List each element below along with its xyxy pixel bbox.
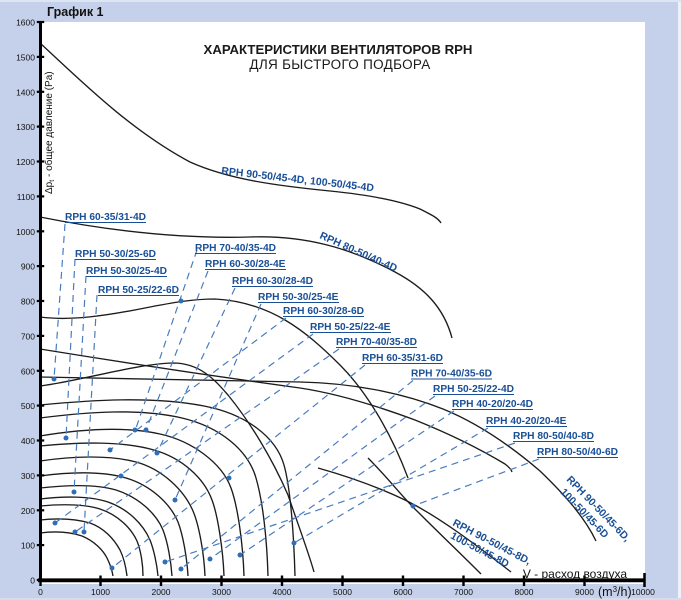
svg-text:900: 900 xyxy=(21,262,35,272)
svg-text:1500: 1500 xyxy=(16,52,35,62)
svg-text:8000: 8000 xyxy=(515,587,534,597)
svg-text:RPH 40-20/20-4D: RPH 40-20/20-4D xyxy=(452,399,533,410)
svg-text:RPH 50-25/22-4E: RPH 50-25/22-4E xyxy=(310,322,391,333)
svg-text:1600: 1600 xyxy=(16,18,35,28)
svg-text:1100: 1100 xyxy=(17,192,36,202)
svg-text:RPH 50-30/25-4E: RPH 50-30/25-4E xyxy=(258,292,339,303)
svg-text:100: 100 xyxy=(21,541,35,551)
svg-text:ДЛЯ БЫСТРОГО ПОДБОРА: ДЛЯ БЫСТРОГО ПОДБОРА xyxy=(249,57,430,72)
svg-text:9000: 9000 xyxy=(575,587,594,597)
svg-text:RPH 50-25/22-4D: RPH 50-25/22-4D xyxy=(433,384,514,395)
svg-text:3000: 3000 xyxy=(212,587,231,597)
svg-text:0: 0 xyxy=(30,576,35,586)
svg-text:800: 800 xyxy=(21,297,35,307)
svg-text:7000: 7000 xyxy=(454,587,473,597)
svg-text:RPH 70-40/35-8D: RPH 70-40/35-8D xyxy=(336,337,417,348)
svg-text:График 1: График 1 xyxy=(47,5,104,19)
svg-text:5000: 5000 xyxy=(333,587,352,597)
svg-text:RPH 60-30/28-6D: RPH 60-30/28-6D xyxy=(283,306,364,317)
svg-text:RPH 80-50/40-8D: RPH 80-50/40-8D xyxy=(513,431,594,442)
svg-text:2000: 2000 xyxy=(152,587,171,597)
svg-text:1300: 1300 xyxy=(16,122,35,132)
svg-text:4000: 4000 xyxy=(273,587,292,597)
svg-text:1400: 1400 xyxy=(16,87,35,97)
svg-text:10000: 10000 xyxy=(631,587,655,597)
svg-text:RPH 60-35/31-4D: RPH 60-35/31-4D xyxy=(65,212,146,223)
svg-text:RPH 60-35/31-6D: RPH 60-35/31-6D xyxy=(362,353,443,364)
svg-text:(m3/h): (m3/h) xyxy=(598,585,632,599)
svg-text:RPH 50-30/25-4D: RPH 50-30/25-4D xyxy=(86,266,167,277)
svg-text:RPH 50-25/22-6D: RPH 50-25/22-6D xyxy=(98,285,179,296)
svg-text:600: 600 xyxy=(21,366,35,376)
svg-text:200: 200 xyxy=(21,506,35,516)
svg-text:1000: 1000 xyxy=(16,227,35,237)
svg-text:V - расход воздуха: V - расход воздуха xyxy=(523,567,628,581)
svg-text:RPH 60-30/28-4D: RPH 60-30/28-4D xyxy=(232,276,313,287)
svg-text:RPH 70-40/35-4D: RPH 70-40/35-4D xyxy=(195,243,276,254)
svg-text:RPH 70-40/35-6D: RPH 70-40/35-6D xyxy=(411,369,492,380)
svg-text:0: 0 xyxy=(38,587,43,597)
svg-text:RPH 50-30/25-6D: RPH 50-30/25-6D xyxy=(75,249,156,260)
svg-text:400: 400 xyxy=(21,436,35,446)
svg-text:1200: 1200 xyxy=(16,157,35,167)
svg-text:ХАРАКТЕРИСТИКИ ВЕНТИЛЯТОРОВ RP: ХАРАКТЕРИСТИКИ ВЕНТИЛЯТОРОВ RPH xyxy=(204,42,473,57)
svg-text:6000: 6000 xyxy=(394,587,413,597)
svg-text:RPH 80-50/40-6D: RPH 80-50/40-6D xyxy=(537,447,618,458)
svg-text:1000: 1000 xyxy=(91,587,110,597)
svg-text:500: 500 xyxy=(21,401,35,411)
svg-text:Δpt - общее давление (Pa): Δpt - общее давление (Pa) xyxy=(43,71,56,194)
svg-text:300: 300 xyxy=(21,471,35,481)
svg-text:RPH 40-20/20-4E: RPH 40-20/20-4E xyxy=(486,416,567,427)
svg-text:RPH 60-30/28-4E: RPH 60-30/28-4E xyxy=(205,259,286,270)
svg-text:700: 700 xyxy=(21,331,35,341)
